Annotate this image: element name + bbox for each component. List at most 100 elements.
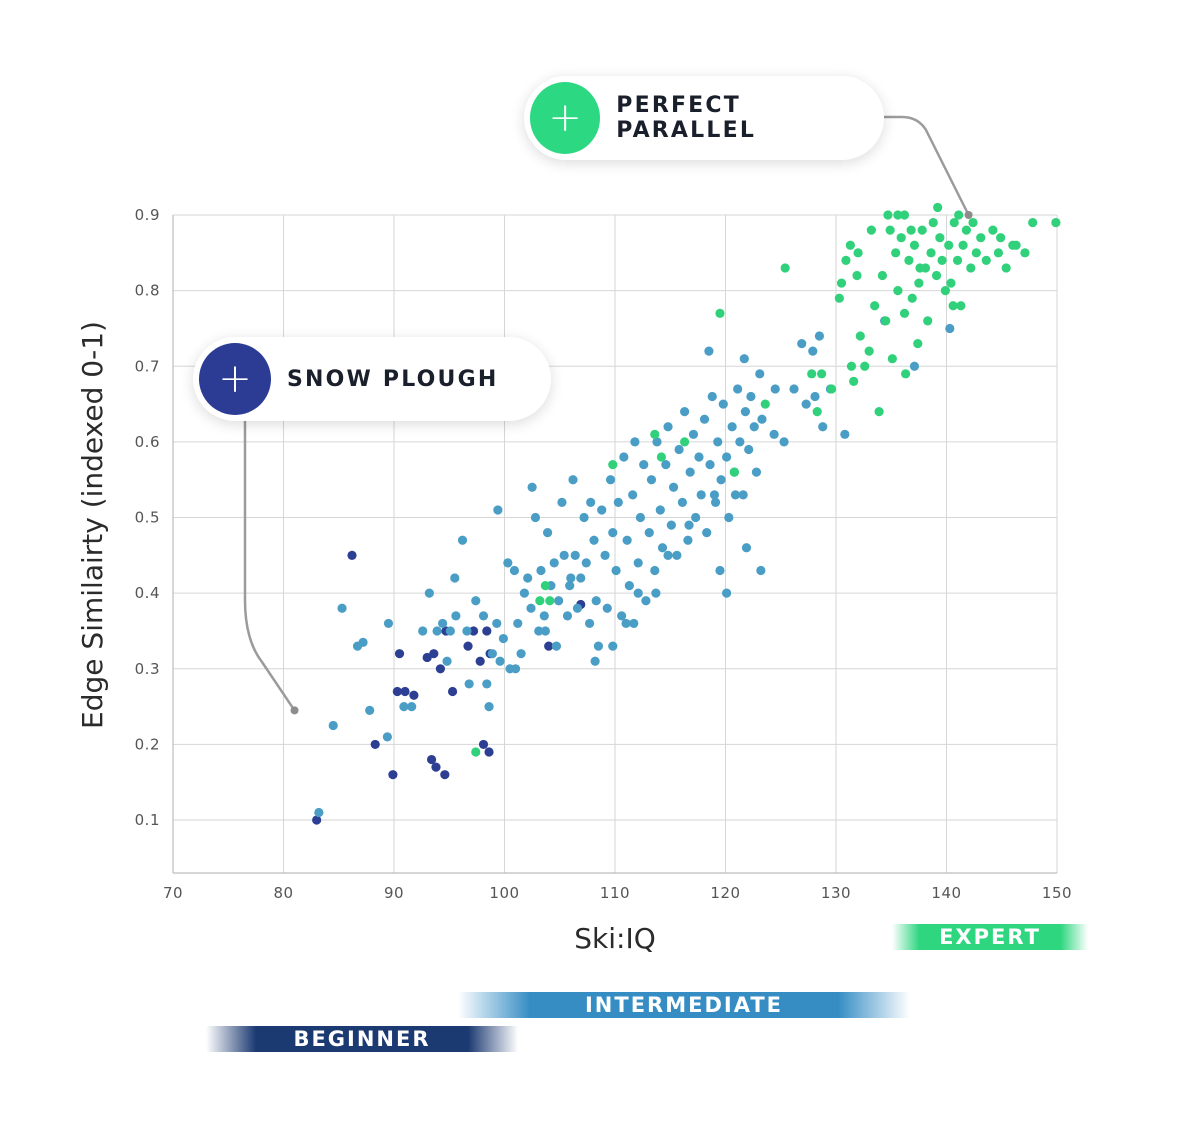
axes [172, 215, 1057, 874]
point-intermediate [633, 588, 643, 598]
point-intermediate [605, 475, 616, 485]
point-intermediate [715, 565, 725, 576]
point-intermediate [442, 656, 452, 666]
point-expert [968, 217, 978, 228]
grid-lines [173, 214, 1058, 873]
point-intermediate [657, 543, 668, 553]
point-expert [948, 301, 958, 311]
point-beginner [447, 686, 458, 697]
beginner-band: BEGINNER [206, 1026, 518, 1052]
point-intermediate [608, 641, 618, 651]
point-intermediate [328, 720, 338, 731]
point-intermediate [493, 505, 503, 515]
x-axis-title: Ski:IQ [574, 922, 656, 955]
point-expert [849, 376, 859, 386]
point-expert [877, 270, 888, 281]
snow-plough-anchor [290, 706, 299, 715]
point-intermediate [526, 603, 536, 613]
point-expert [958, 240, 968, 250]
point-intermediate [641, 596, 651, 606]
plus-icon[interactable]: + [530, 82, 601, 154]
point-intermediate [586, 497, 596, 508]
x-tick-label: 130 [821, 884, 851, 902]
point-expert [729, 467, 739, 477]
point-intermediate [733, 384, 743, 394]
point-expert [996, 233, 1006, 243]
point-intermediate [621, 618, 631, 629]
point-expert [899, 308, 910, 318]
x-tick-label: 150 [1042, 884, 1072, 902]
point-expert [904, 255, 914, 265]
point-expert [937, 255, 947, 265]
point-intermediate [611, 565, 621, 576]
point-intermediate [487, 649, 497, 659]
point-intermediate [581, 558, 591, 568]
point-beginner [463, 641, 473, 651]
point-intermediate [513, 618, 523, 629]
point-beginner [482, 626, 492, 636]
point-intermediate [722, 452, 732, 462]
point-expert [760, 399, 770, 409]
point-intermediate [716, 475, 726, 485]
point-intermediate [337, 603, 347, 613]
point-expert [988, 225, 998, 235]
point-expert [1028, 217, 1038, 228]
point-intermediate [644, 528, 654, 538]
point-intermediate [523, 573, 533, 583]
expert-band-label: EXPERT [939, 925, 1041, 949]
point-intermediate [818, 422, 828, 432]
point-intermediate [789, 384, 799, 394]
point-intermediate [602, 603, 612, 613]
point-intermediate [668, 482, 679, 492]
point-expert [893, 286, 903, 296]
point-expert [909, 240, 920, 250]
point-intermediate [808, 346, 818, 356]
point-beginner [544, 641, 554, 651]
point-intermediate [613, 497, 623, 508]
point-intermediate [510, 664, 521, 674]
point-intermediate [739, 354, 749, 364]
point-intermediate [557, 497, 567, 508]
point-expert [906, 225, 916, 235]
point-intermediate [635, 512, 646, 523]
point-intermediate [814, 331, 825, 341]
point-expert [874, 407, 884, 417]
point-intermediate [551, 641, 562, 651]
point-intermediate [457, 535, 468, 545]
point-intermediate [702, 528, 712, 538]
perfect-parallel-leader [884, 115, 970, 216]
point-intermediate [498, 633, 508, 644]
plus-icon[interactable]: + [199, 343, 271, 415]
y-tick-label: 0.1 [135, 811, 160, 829]
point-intermediate [755, 369, 765, 379]
point-intermediate [530, 512, 541, 523]
point-intermediate [527, 482, 537, 492]
point-intermediate [650, 565, 660, 576]
point-expert [913, 338, 923, 349]
y-tick-label: 0.2 [135, 735, 160, 753]
point-expert [954, 210, 964, 220]
point-intermediate [770, 384, 780, 394]
point-intermediate [572, 603, 583, 613]
point-intermediate [680, 407, 690, 417]
point-intermediate [663, 422, 673, 432]
point-expert [940, 286, 950, 296]
point-intermediate [565, 580, 575, 591]
point-intermediate [407, 702, 417, 712]
y-tick-label: 0.6 [135, 433, 160, 451]
point-expert [956, 301, 966, 311]
point-intermediate [570, 550, 580, 560]
point-intermediate [591, 596, 601, 606]
point-expert [834, 293, 844, 303]
point-expert [946, 278, 956, 288]
tick-labels: 70 80 90 100 110 120 130 140 150 0.1 0.2 0.3 0.4 0.5 0… [135, 206, 1072, 902]
point-expert [885, 225, 895, 235]
point-beginner [484, 747, 494, 757]
point-intermediate [738, 490, 748, 500]
snow-plough-leader [243, 417, 296, 712]
perfect-parallel-callout[interactable]: + PERFECT PARALLEL [524, 76, 884, 160]
snow-plough-callout[interactable]: + SNOW PLOUGH [193, 337, 551, 421]
point-intermediate [424, 588, 434, 598]
point-intermediate [674, 444, 684, 455]
point-expert [893, 210, 903, 220]
